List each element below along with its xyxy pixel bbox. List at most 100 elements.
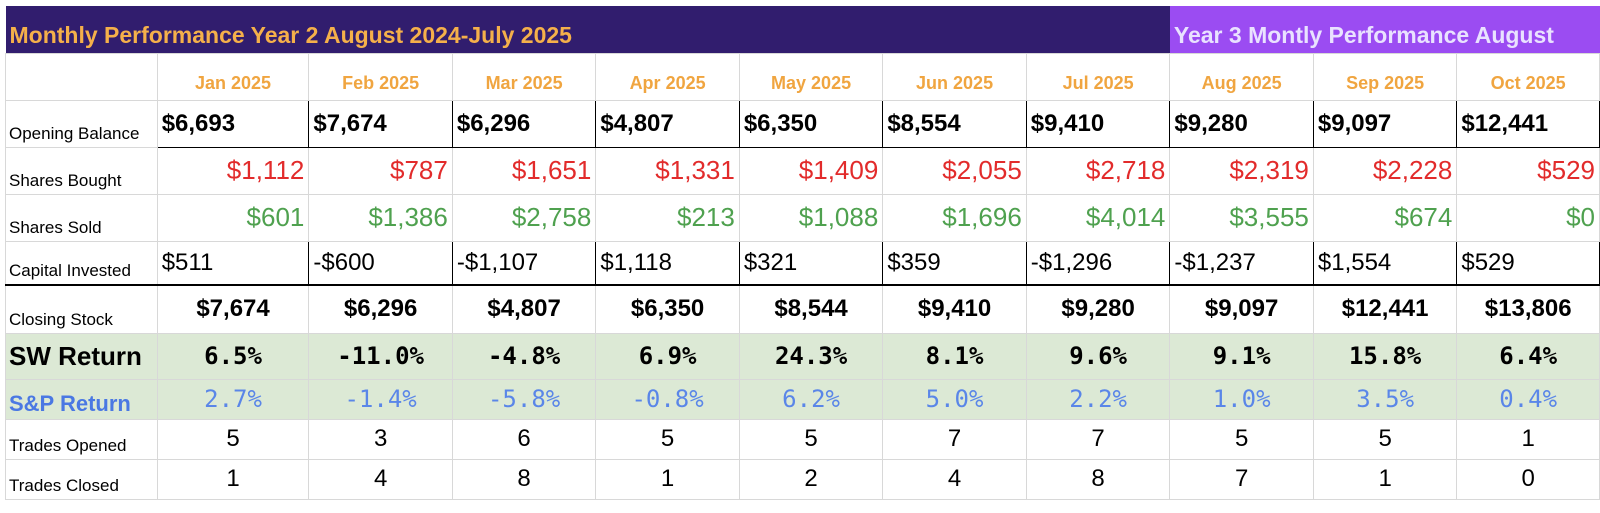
value-cell[interactable]: $1,118 [595,240,740,286]
value-cell[interactable]: $7,674 [308,99,453,148]
value-cell[interactable]: $12,441 [1456,99,1600,148]
value-cell[interactable]: 5 [595,418,740,460]
value-cell[interactable]: $529 [1456,146,1600,195]
value-cell[interactable]: 6.9% [595,332,740,380]
value-cell[interactable]: $8,544 [738,284,884,334]
month-header[interactable]: Aug 2025 [1169,52,1314,101]
row-label[interactable]: Shares Sold [5,193,158,242]
value-cell[interactable]: 9.6% [1025,332,1171,380]
value-cell[interactable]: $529 [1456,240,1600,286]
value-cell[interactable]: $4,014 [1025,193,1171,242]
value-cell[interactable]: $9,410 [1025,99,1171,148]
value-cell[interactable]: 6.4% [1456,332,1600,380]
value-cell[interactable]: $511 [156,240,310,286]
value-cell[interactable]: -$600 [308,240,453,286]
month-header[interactable]: Feb 2025 [308,52,453,101]
value-cell[interactable]: $6,693 [156,99,310,148]
value-cell[interactable]: $359 [882,240,1027,286]
value-cell[interactable]: -$1,107 [451,240,597,286]
value-cell[interactable]: $2,758 [451,193,597,242]
value-cell[interactable]: $1,088 [738,193,884,242]
month-header[interactable]: Oct 2025 [1456,52,1600,101]
value-cell[interactable]: 7 [1169,458,1314,500]
value-cell[interactable]: 5 [1312,418,1458,460]
value-cell[interactable]: 2 [738,458,884,500]
row-label[interactable]: Trades Closed [5,458,158,500]
value-cell[interactable]: -1.4% [308,378,453,420]
value-cell[interactable]: $1,696 [882,193,1027,242]
value-cell[interactable]: 1 [595,458,740,500]
year3-title[interactable]: Year 3 Montly Performance August [1169,6,1600,53]
value-cell[interactable]: $9,410 [882,284,1027,334]
value-cell[interactable]: $213 [595,193,740,242]
value-cell[interactable]: 8.1% [882,332,1027,380]
value-cell[interactable]: $8,554 [882,99,1027,148]
month-header[interactable]: Apr 2025 [595,52,740,101]
value-cell[interactable]: $6,350 [738,99,884,148]
row-label[interactable]: Closing Stock [5,284,158,334]
value-cell[interactable]: $601 [156,193,310,242]
value-cell[interactable]: $9,280 [1169,99,1314,148]
value-cell[interactable]: 7 [1025,418,1171,460]
month-header[interactable]: Mar 2025 [451,52,597,101]
value-cell[interactable]: 5 [738,418,884,460]
value-cell[interactable]: 5.0% [882,378,1027,420]
value-cell[interactable]: 0.4% [1456,378,1600,420]
value-cell[interactable]: $6,350 [595,284,740,334]
value-cell[interactable]: $321 [738,240,884,286]
value-cell[interactable]: 8 [451,458,597,500]
value-cell[interactable]: 8 [1025,458,1171,500]
value-cell[interactable]: -4.8% [451,332,597,380]
value-cell[interactable]: $1,331 [595,146,740,195]
value-cell[interactable]: 5 [1169,418,1314,460]
value-cell[interactable]: $787 [308,146,453,195]
value-cell[interactable]: $6,296 [308,284,453,334]
value-cell[interactable]: 1.0% [1169,378,1314,420]
value-cell[interactable]: -$1,296 [1025,240,1171,286]
value-cell[interactable]: 3.5% [1312,378,1458,420]
value-cell[interactable]: -5.8% [451,378,597,420]
value-cell[interactable]: $1,112 [156,146,310,195]
value-cell[interactable]: 6.2% [738,378,884,420]
value-cell[interactable]: $6,296 [451,99,597,148]
value-cell[interactable]: -$1,237 [1169,240,1314,286]
value-cell[interactable]: $9,280 [1025,284,1171,334]
value-cell[interactable]: $9,097 [1169,284,1314,334]
value-cell[interactable]: -0.8% [595,378,740,420]
value-cell[interactable]: 1 [1312,458,1458,500]
row-label[interactable]: Shares Bought [5,146,158,195]
value-cell[interactable]: 6.5% [156,332,310,380]
value-cell[interactable]: $1,554 [1312,240,1458,286]
value-cell[interactable]: $1,651 [451,146,597,195]
row-label[interactable]: Opening Balance [5,99,158,148]
value-cell[interactable]: 2.7% [156,378,310,420]
value-cell[interactable]: $13,806 [1456,284,1600,334]
value-cell[interactable]: 2.2% [1025,378,1171,420]
value-cell[interactable]: 7 [882,418,1027,460]
month-header[interactable]: May 2025 [738,52,884,101]
row-label[interactable]: SW Return [5,332,158,380]
value-cell[interactable]: 1 [1456,418,1600,460]
value-cell[interactable]: 6 [451,418,597,460]
value-cell[interactable]: $2,055 [882,146,1027,195]
value-cell[interactable]: 15.8% [1312,332,1458,380]
value-cell[interactable]: $674 [1312,193,1458,242]
value-cell[interactable]: 5 [156,418,310,460]
value-cell[interactable]: $1,386 [308,193,453,242]
value-cell[interactable]: 4 [882,458,1027,500]
row-label[interactable]: Trades Opened [5,418,158,460]
value-cell[interactable]: 0 [1456,458,1600,500]
value-cell[interactable]: $7,674 [156,284,310,334]
value-cell[interactable]: $4,807 [451,284,597,334]
month-header[interactable]: Jun 2025 [882,52,1027,101]
value-cell[interactable]: 24.3% [738,332,884,380]
value-cell[interactable]: 1 [156,458,310,500]
value-cell[interactable]: 9.1% [1169,332,1314,380]
month-header[interactable]: Jul 2025 [1025,52,1171,101]
row-label[interactable]: Capital Invested [5,240,158,286]
value-cell[interactable]: -11.0% [308,332,453,380]
value-cell[interactable]: $2,228 [1312,146,1458,195]
value-cell[interactable]: 3 [308,418,453,460]
value-cell[interactable]: $0 [1456,193,1600,242]
empty-corner-cell[interactable] [5,52,158,101]
